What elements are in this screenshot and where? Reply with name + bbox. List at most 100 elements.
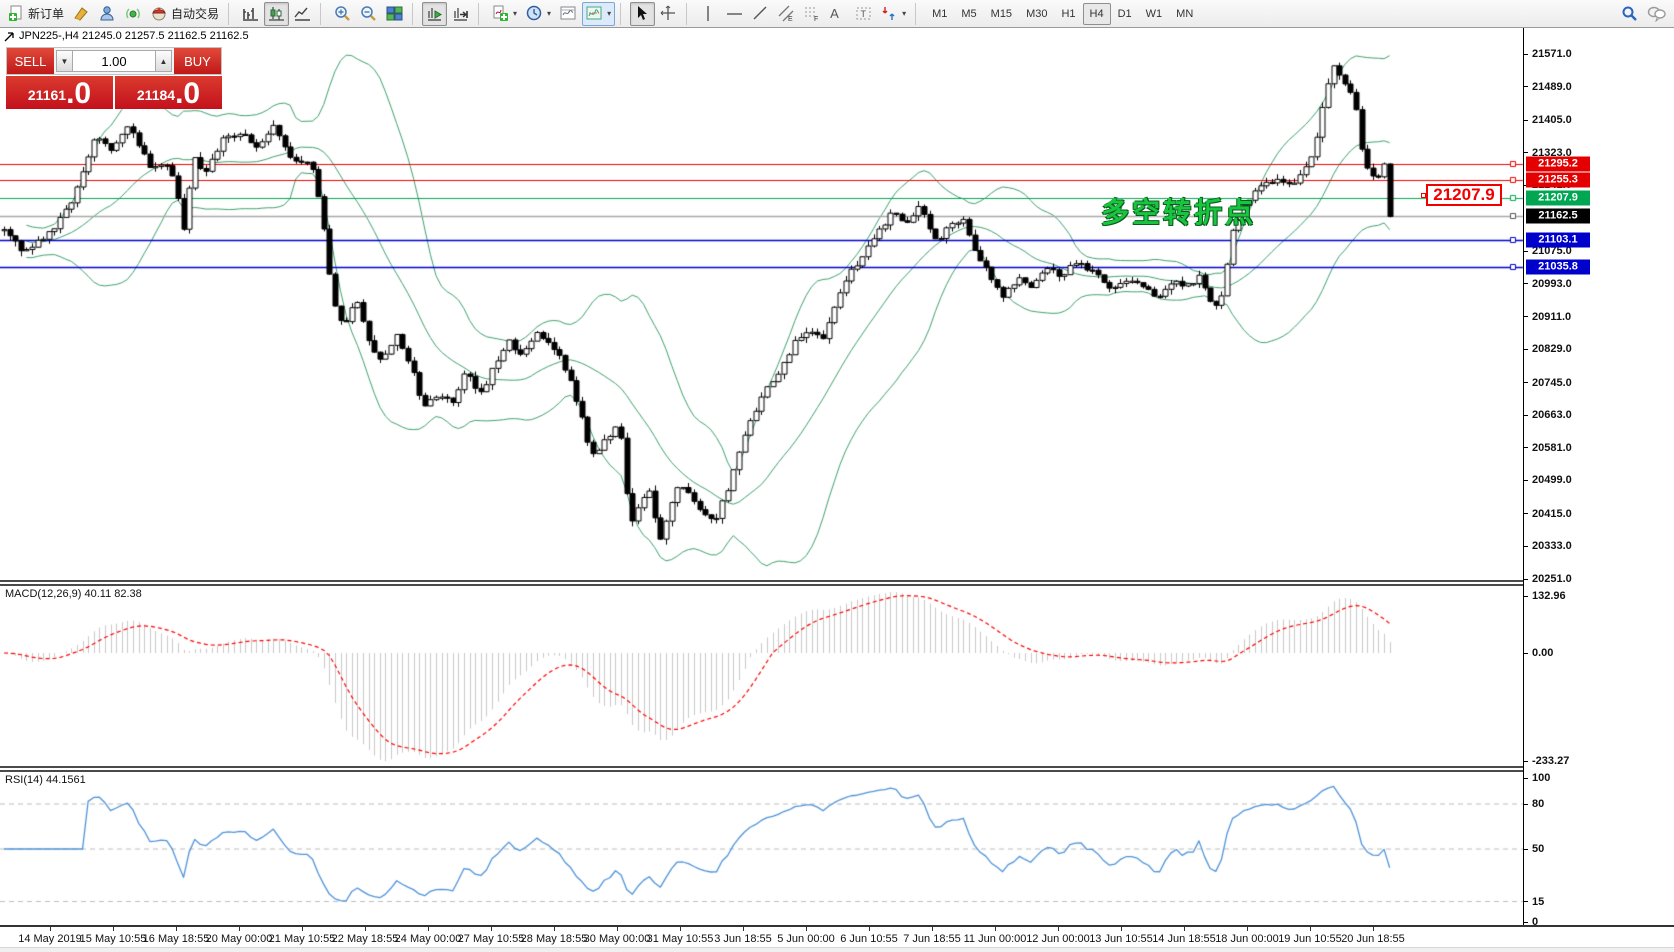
price-tick: 20415.0	[1524, 508, 1572, 520]
toolbar-separator	[915, 2, 921, 25]
price-tick: 20993.0	[1524, 278, 1572, 290]
trendline-button[interactable]	[748, 2, 773, 26]
buy-price-button[interactable]: 21184. 0	[115, 76, 222, 109]
time-tick	[1247, 927, 1248, 931]
time-tick	[932, 927, 933, 931]
auto-scroll-button[interactable]	[422, 1, 448, 26]
time-tick	[1310, 927, 1311, 931]
price-axis: 21571.021489.021405.021323.021241.021075…	[1523, 28, 1674, 928]
time-label: 18 Jun 00:00	[1215, 933, 1279, 945]
sell-button[interactable]: SELL	[7, 48, 54, 74]
new-order-button[interactable]: 新订单	[4, 2, 68, 26]
sell-price-main: 21161	[27, 87, 67, 103]
timeframe-h4-button[interactable]: H4	[1082, 2, 1111, 25]
rsi-scale-tick: 80	[1524, 798, 1544, 810]
text-label-icon: T	[855, 5, 872, 22]
toolbar-separator	[686, 2, 692, 25]
chat-icon	[1647, 5, 1666, 22]
time-label: 19 Jun 10:55	[1278, 933, 1342, 945]
timeframe-d1-button[interactable]: D1	[1117, 7, 1132, 20]
price-chart-canvas[interactable]	[0, 28, 1524, 952]
zoom-in-button[interactable]	[330, 2, 355, 26]
rsi-scale-tick: 15	[1524, 896, 1544, 908]
indicators-caret-icon: ▾	[513, 9, 518, 18]
period-button[interactable]: ▾	[522, 2, 555, 26]
fibonacci-button[interactable]: F	[800, 2, 825, 26]
time-tick	[1184, 927, 1185, 931]
symbol-arrow-icon	[4, 31, 15, 42]
time-label: 27 May 10:55	[457, 933, 525, 945]
new-order-icon	[8, 5, 25, 22]
vertical-line-button[interactable]	[696, 2, 721, 26]
buy-price-main: 21184	[136, 87, 176, 103]
chart-shift-button[interactable]	[448, 2, 473, 26]
volume-increase-button[interactable]: ▲	[155, 50, 172, 72]
time-label: 30 May 00:00	[583, 933, 651, 945]
symbol-ohlc-text: JPN225-,H4 21245.0 21257.5 21162.5 21162…	[19, 30, 249, 42]
svg-text:T: T	[861, 9, 867, 19]
sell-price-button[interactable]: 21161. 0	[6, 76, 113, 109]
zoom-out-button[interactable]	[356, 2, 381, 26]
horizontal-line-button[interactable]	[722, 2, 747, 26]
profile-button[interactable]	[95, 2, 120, 26]
clock-icon	[526, 5, 543, 22]
bar-chart-button[interactable]	[238, 2, 263, 26]
arrows-icon	[881, 5, 898, 22]
macd-scale-tick: -233.27	[1524, 755, 1569, 767]
arrows-button[interactable]: ▾	[877, 2, 910, 26]
candlestick-chart-button[interactable]	[264, 1, 290, 26]
volume-decrease-button[interactable]: ▼	[56, 50, 73, 72]
text-button[interactable]: A	[830, 6, 839, 21]
time-label: 28 May 18:55	[520, 933, 588, 945]
price-tick: 21405.0	[1524, 114, 1572, 126]
template-icon	[560, 5, 577, 22]
auto-trading-button[interactable]: 自动交易	[147, 2, 223, 26]
rsi-scale-tick: 50	[1524, 843, 1544, 855]
timeframe-mn-button[interactable]: MN	[1176, 7, 1194, 20]
price-level-badge: 21207.9	[1526, 190, 1590, 206]
crayon-button[interactable]	[69, 2, 94, 26]
chart-profile-button[interactable]: ▾	[582, 1, 616, 26]
price-tick: 20829.0	[1524, 343, 1572, 355]
price-tick: 20745.0	[1524, 377, 1572, 389]
tile-windows-button[interactable]	[382, 2, 407, 26]
search-button[interactable]	[1617, 2, 1642, 26]
chart-profile-icon	[586, 5, 603, 22]
line-chart-button[interactable]	[290, 2, 315, 26]
volume-input[interactable]: 1.00	[73, 50, 155, 72]
time-tick	[302, 927, 303, 931]
price-tick: 20663.0	[1524, 409, 1572, 421]
equidistant-channel-button[interactable]: E	[774, 2, 799, 26]
crosshair-button[interactable]	[656, 2, 681, 26]
time-label: 3 Jun 18:55	[714, 933, 772, 945]
timeframe-m5-button[interactable]: M5	[961, 7, 977, 20]
timeframe-m30-button[interactable]: M30	[1026, 7, 1048, 20]
sell-price-dot: .	[66, 77, 75, 110]
search-icon	[1621, 5, 1638, 22]
timeframe-m15-button[interactable]: M15	[990, 7, 1013, 20]
timeframe-m1-button[interactable]: M1	[932, 7, 948, 20]
rsi-scale-tick: 100	[1524, 772, 1550, 784]
toolbar-separator	[412, 2, 418, 25]
template-button[interactable]	[556, 2, 581, 26]
macd-scale-tick: 0.00	[1524, 647, 1553, 659]
signal-button[interactable]	[121, 2, 146, 26]
cursor-button[interactable]	[630, 1, 656, 26]
indicators-button[interactable]: ▾	[488, 2, 521, 26]
time-tick	[239, 927, 240, 931]
text-label-button[interactable]: T	[851, 2, 876, 26]
auto-scroll-icon	[426, 5, 443, 22]
rsi-panel-divider[interactable]	[0, 766, 1674, 772]
time-tick	[869, 927, 870, 931]
timeframe-h1-button[interactable]: H1	[1061, 7, 1076, 20]
tile-windows-icon	[386, 5, 403, 22]
rsi-indicator-label: RSI(14) 44.1561	[5, 774, 86, 786]
chat-button[interactable]	[1643, 2, 1670, 26]
timeframe-w1-button[interactable]: W1	[1145, 7, 1163, 20]
crayon-icon	[73, 5, 90, 22]
macd-panel-divider[interactable]	[0, 580, 1674, 586]
line-chart-icon	[294, 5, 311, 22]
buy-button[interactable]: BUY	[174, 48, 221, 74]
candlestick-chart-icon	[268, 5, 285, 22]
time-label: 15 May 10:55	[79, 933, 147, 945]
